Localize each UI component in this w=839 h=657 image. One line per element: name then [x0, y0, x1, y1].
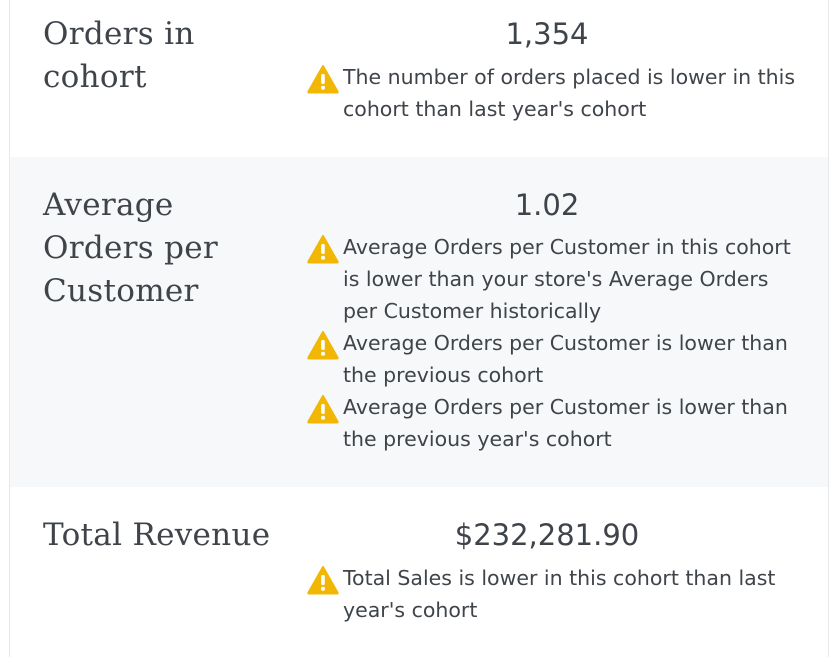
metric-warnings: The number of orders placed is lower in … — [307, 61, 802, 125]
warning-icon — [307, 395, 339, 424]
warning-icon — [307, 65, 339, 94]
warning-item: Total Sales is lower in this cohort than… — [307, 562, 802, 626]
warning-icon — [307, 566, 339, 595]
metric-value: $232,281.90 — [454, 518, 640, 552]
warning-icon — [307, 235, 339, 264]
metric-row-orders-in-cohort: Orders in cohort 1,354 The number of ord… — [10, 0, 828, 157]
warning-text: Average Orders per Customer in this coho… — [343, 235, 791, 323]
metric-row-average-orders-per-customer: Average Orders per Customer 1.02 Average… — [10, 157, 828, 487]
cohort-metrics-panel: Orders in cohort 1,354 The number of ord… — [9, 0, 829, 657]
metric-value: 1.02 — [514, 188, 580, 222]
warning-text: Total Sales is lower in this cohort than… — [343, 566, 776, 622]
warning-text: The number of orders placed is lower in … — [343, 65, 796, 121]
metric-warnings: Average Orders per Customer in this coho… — [307, 231, 802, 455]
metric-label: Total Revenue — [43, 517, 271, 553]
warning-item: Average Orders per Customer is lower tha… — [307, 327, 802, 391]
warning-item: The number of orders placed is lower in … — [307, 61, 802, 125]
metric-value: 1,354 — [505, 17, 589, 51]
warning-text: Average Orders per Customer is lower tha… — [343, 331, 788, 387]
warning-icon — [307, 331, 339, 360]
metric-warnings: Total Sales is lower in this cohort than… — [307, 562, 802, 626]
warning-item: Average Orders per Customer in this coho… — [307, 231, 802, 327]
metric-label: Orders in cohort — [43, 16, 195, 95]
warning-text: Average Orders per Customer is lower tha… — [343, 395, 788, 451]
warning-item: Average Orders per Customer is lower tha… — [307, 391, 802, 455]
metric-label: Average Orders per Customer — [43, 187, 219, 309]
metric-row-total-revenue: Total Revenue $232,281.90 Total Sales is… — [10, 487, 828, 657]
